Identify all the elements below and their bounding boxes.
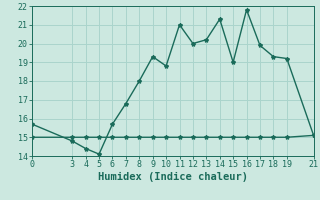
X-axis label: Humidex (Indice chaleur): Humidex (Indice chaleur)	[98, 172, 248, 182]
